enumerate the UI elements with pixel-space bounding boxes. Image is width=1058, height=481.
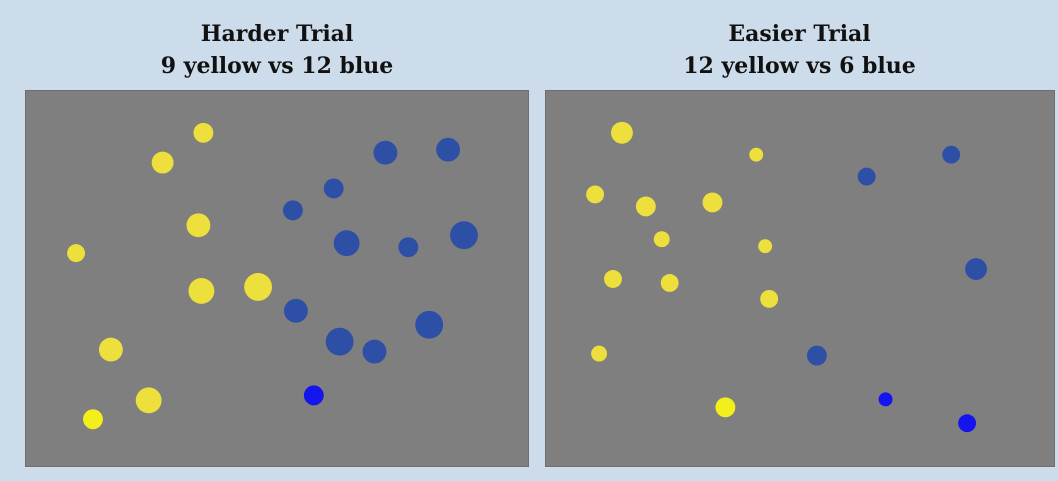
easier-yellow-dot (702, 192, 723, 213)
easier-blue-dot (806, 345, 827, 366)
easier-yellow-dot (749, 147, 764, 162)
harder-blue-dot (325, 327, 354, 356)
harder-yellow-dot (244, 273, 273, 301)
harder-trial-stage (25, 90, 529, 467)
harder-yellow-dot (186, 213, 211, 238)
harder-blue-dot (303, 385, 324, 406)
easier-yellow-dot (653, 231, 670, 248)
easier-blue-dot (857, 167, 876, 186)
harder-yellow-dot (83, 409, 103, 430)
harder-yellow-dot (98, 337, 123, 362)
harder-yellow-dot (67, 244, 86, 263)
easier-blue-dot (942, 145, 961, 164)
easier-trial-heading: Easier Trial (728, 21, 871, 47)
harder-trial-heading: Harder Trial (200, 21, 354, 47)
harder-blue-dot (283, 298, 308, 323)
harder-blue-dot (323, 178, 344, 199)
harder-blue-dot (373, 140, 398, 165)
harder-blue-dot (333, 230, 360, 257)
easier-yellow-dot (586, 185, 605, 204)
easier-blue-dot (878, 392, 893, 407)
easier-blue-dot (965, 258, 988, 280)
easier-blue-dot (958, 414, 977, 433)
harder-blue-dot (282, 200, 303, 221)
easier-yellow-dot (604, 270, 622, 288)
harder-yellow-dot (193, 122, 214, 143)
harder-trial-count: 9 yellow vs 12 blue (160, 53, 394, 79)
harder-blue-dot (362, 339, 387, 364)
easier-trial-title: Easier Trial 12 yellow vs 6 blue (545, 18, 1054, 82)
harder-blue-dot (450, 221, 478, 250)
harder-yellow-dot (135, 387, 162, 414)
easier-yellow-dot (760, 289, 779, 308)
easier-yellow-dot (715, 397, 736, 418)
harder-blue-dot (398, 237, 419, 258)
harder-trial-title: Harder Trial 9 yellow vs 12 blue (26, 18, 528, 82)
harder-yellow-dot (151, 151, 174, 174)
easier-yellow-dot (758, 239, 773, 254)
harder-yellow-dot (188, 278, 215, 304)
easier-yellow-dot (635, 196, 656, 217)
easier-yellow-dot (591, 345, 608, 362)
easier-yellow-dot (611, 121, 633, 144)
easier-trial-count: 12 yellow vs 6 blue (683, 53, 916, 79)
easier-yellow-dot (660, 274, 679, 292)
harder-trial-dot-array (67, 122, 478, 430)
easier-trial-dot-array (586, 121, 988, 433)
easier-trial-stage (545, 90, 1055, 467)
harder-blue-dot (436, 137, 461, 162)
harder-blue-dot (415, 310, 444, 339)
